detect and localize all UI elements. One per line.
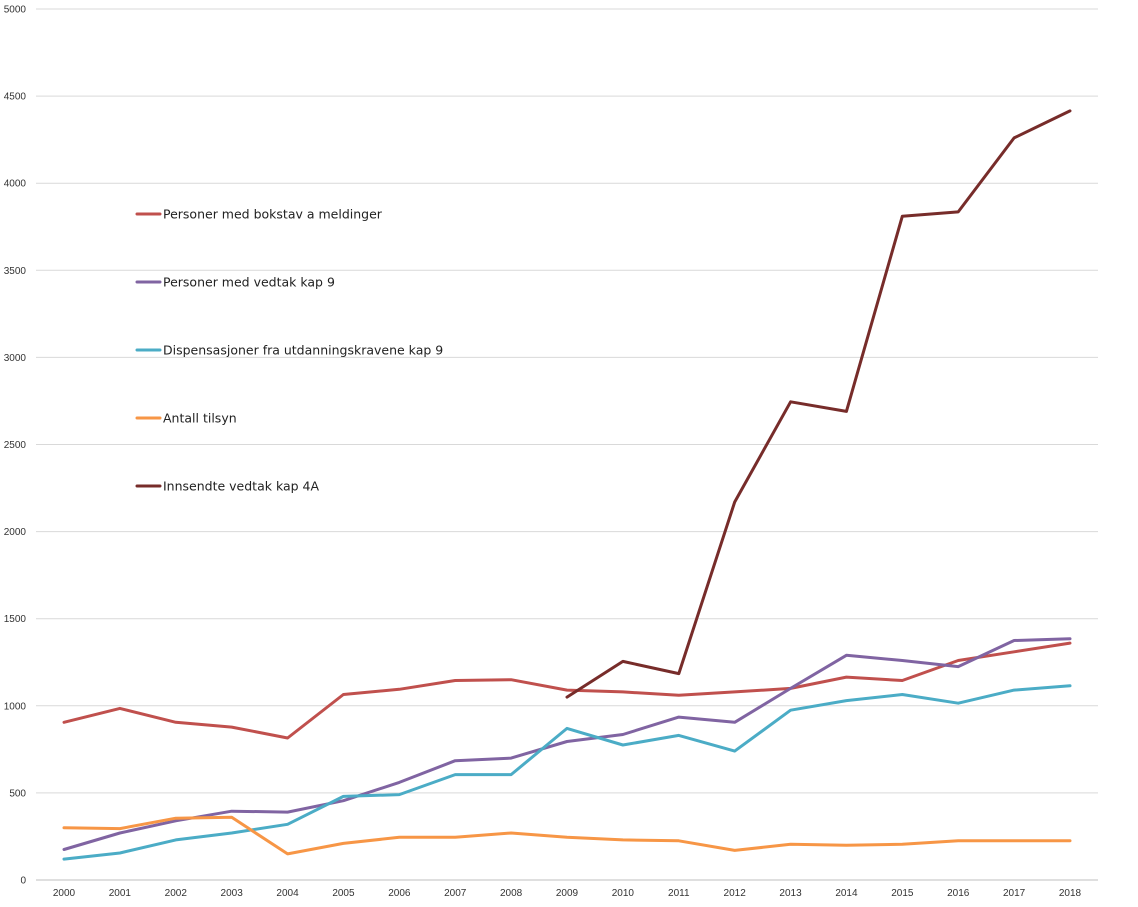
legend-label: Personer med vedtak kap 9 bbox=[163, 275, 335, 290]
x-tick-label: 2004 bbox=[276, 888, 299, 899]
x-tick-label: 2014 bbox=[835, 888, 858, 899]
y-tick-label: 1500 bbox=[4, 614, 27, 625]
x-tick-label: 2003 bbox=[221, 888, 244, 899]
series-line-5 bbox=[565, 109, 1072, 699]
legend-label: Personer med bokstav a meldinger bbox=[163, 207, 383, 222]
x-tick-label: 2005 bbox=[332, 888, 355, 899]
x-tick-label: 2013 bbox=[779, 888, 802, 899]
series-line-1 bbox=[62, 641, 1072, 740]
legend-entry: Personer med vedtak kap 9 bbox=[135, 275, 335, 290]
y-tick-label: 500 bbox=[9, 788, 26, 799]
x-tick-label: 2000 bbox=[53, 888, 76, 899]
y-tick-label: 5000 bbox=[4, 5, 27, 16]
x-tick-label: 2016 bbox=[947, 888, 970, 899]
x-tick-label: 2009 bbox=[556, 888, 579, 899]
x-tick-label: 2010 bbox=[612, 888, 635, 899]
y-tick-label: 3000 bbox=[4, 353, 27, 364]
legend-entry: Personer med bokstav a meldinger bbox=[135, 207, 383, 222]
y-axis-ticks: 0 500 1000 1500 2000 2500 3000 3500 4000 4500 5000 bbox=[4, 5, 27, 887]
legend: Personer med bokstav a meldinger Personer… bbox=[135, 207, 443, 494]
x-tick-label: 2017 bbox=[1003, 888, 1026, 899]
y-tick-label: 1000 bbox=[4, 701, 27, 712]
legend-label: Innsendte vedtak kap 4A bbox=[163, 479, 319, 494]
y-tick-label: 4000 bbox=[4, 179, 27, 190]
x-tick-label: 2012 bbox=[724, 888, 747, 899]
y-tick-label: 0 bbox=[20, 876, 26, 887]
gridlines bbox=[36, 8, 1098, 881]
x-tick-label: 2011 bbox=[668, 888, 690, 899]
x-tick-label: 2006 bbox=[388, 888, 411, 899]
legend-label: Antall tilsyn bbox=[163, 411, 237, 426]
y-tick-label: 3500 bbox=[4, 266, 27, 277]
x-tick-label: 2002 bbox=[165, 888, 188, 899]
legend-label: Dispensasjoner fra utdanningskravene kap… bbox=[163, 343, 443, 358]
series-line-4 bbox=[62, 815, 1072, 856]
x-tick-label: 2015 bbox=[891, 888, 914, 899]
legend-entry: Antall tilsyn bbox=[135, 411, 237, 426]
y-tick-label: 4500 bbox=[4, 92, 27, 103]
legend-entry: Dispensasjoner fra utdanningskravene kap… bbox=[135, 343, 443, 358]
x-axis-ticks: 2000 2001 2002 2003 2004 2005 2006 2007 2008 2009… bbox=[53, 888, 1082, 899]
x-tick-label: 2001 bbox=[109, 888, 132, 899]
x-tick-label: 2007 bbox=[444, 888, 467, 899]
y-tick-label: 2000 bbox=[4, 527, 27, 538]
series-line-2 bbox=[62, 637, 1072, 851]
y-tick-label: 2500 bbox=[4, 440, 27, 451]
series-lines bbox=[62, 109, 1072, 861]
legend-entry: Innsendte vedtak kap 4A bbox=[135, 479, 319, 494]
series-line-3 bbox=[62, 684, 1072, 861]
x-tick-label: 2008 bbox=[500, 888, 523, 899]
x-tick-label: 2018 bbox=[1059, 888, 1082, 899]
